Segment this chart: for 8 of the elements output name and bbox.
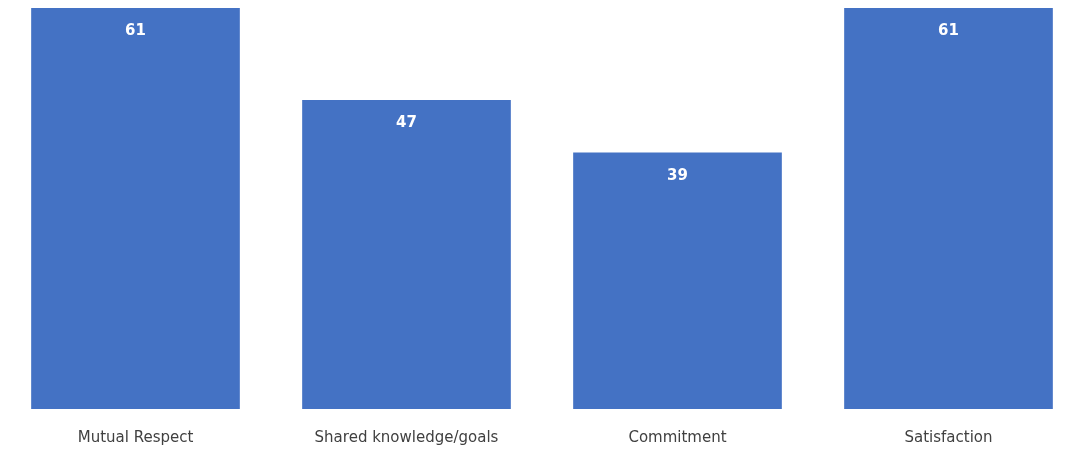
x-tick-label: Shared knowledge/goals — [314, 427, 499, 446]
x-tick-label: Mutual Respect — [77, 427, 194, 446]
x-tick-label: Commitment — [628, 427, 727, 446]
data-label: 47 — [396, 113, 417, 132]
x-tick-label: Satisfaction — [904, 427, 993, 446]
data-label: 61 — [125, 21, 146, 40]
data-label: 39 — [667, 166, 688, 185]
data-label: 61 — [938, 21, 959, 40]
